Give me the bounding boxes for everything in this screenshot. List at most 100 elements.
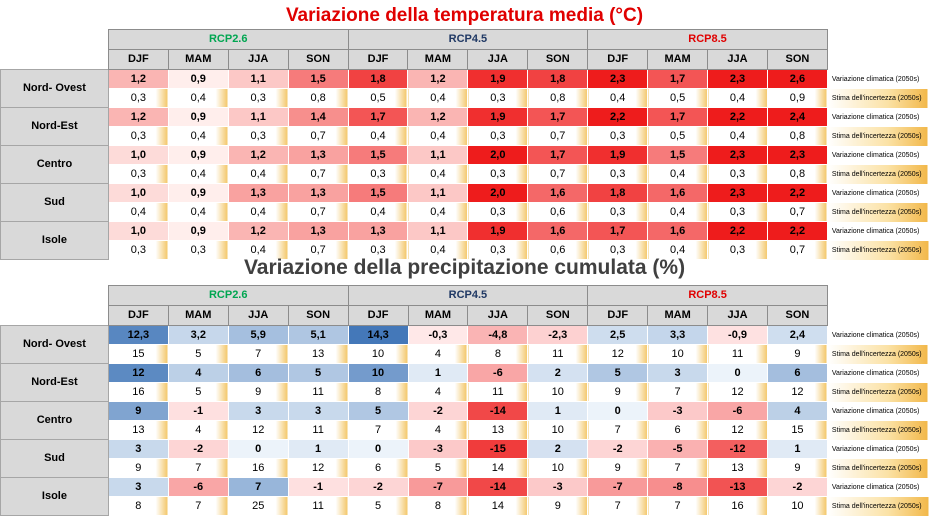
season-header: MAM <box>647 305 709 326</box>
uncertainty-value: 0,3 <box>707 202 768 222</box>
row-label-uncertainty: Stima dell'incertezza (2050s) <box>827 202 929 222</box>
change-value: 1,1 <box>407 145 469 165</box>
season-header: SON <box>287 305 349 326</box>
change-value: -15 <box>467 439 529 459</box>
change-value: 1,5 <box>347 145 409 165</box>
uncertainty-value: 5 <box>347 496 409 516</box>
uncertainty-value: 7 <box>647 496 709 516</box>
uncertainty-value: 5 <box>407 458 469 478</box>
change-value: 2,6 <box>766 69 828 89</box>
uncertainty-value: 0,7 <box>287 164 349 184</box>
change-value: 0,9 <box>167 145 229 165</box>
table-row: 0,3 0,4 0,3 0,8 0,5 0,4 0,3 0,8 0,4 0,5 0,4 0,9 Stim… <box>1 88 929 108</box>
change-value: 2,3 <box>707 145 768 165</box>
uncertainty-value: 0,3 <box>107 164 169 184</box>
uncertainty-value: 0,3 <box>587 164 649 184</box>
change-value: 2 <box>527 363 589 383</box>
change-value: -7 <box>587 477 649 497</box>
uncertainty-value: 0,7 <box>527 126 589 146</box>
uncertainty-value: 14 <box>467 458 529 478</box>
change-value: 5,1 <box>287 325 349 345</box>
row-label-change: Variazione climatica (2050s) <box>827 401 929 421</box>
change-value: 1,6 <box>647 221 709 241</box>
uncertainty-value: 0,4 <box>107 202 169 222</box>
change-value: 1,6 <box>527 221 589 241</box>
row-label-uncertainty: Stima dell'incertezza (2050s) <box>827 344 929 364</box>
uncertainty-value: 0,3 <box>467 164 529 184</box>
change-value: -2 <box>766 477 828 497</box>
change-value: 1,1 <box>227 69 289 89</box>
uncertainty-value: 6 <box>647 420 709 440</box>
uncertainty-value: 0,3 <box>707 240 768 260</box>
change-value: 0 <box>227 439 289 459</box>
row-label-uncertainty: Stima dell'incertezza (2050s) <box>827 240 929 260</box>
change-value: 1,6 <box>527 183 589 203</box>
change-value: 6 <box>227 363 289 383</box>
season-header: MAM <box>167 305 229 326</box>
change-value: 1,5 <box>347 183 409 203</box>
row-label-change: Variazione climatica (2050s) <box>827 363 929 383</box>
uncertainty-value: 10 <box>347 344 409 364</box>
region-label: Centro <box>0 145 109 184</box>
row-label-uncertainty: Stima dell'incertezza (2050s) <box>827 164 929 184</box>
region-label: Nord-Est <box>0 107 109 146</box>
change-value: -3 <box>407 439 469 459</box>
row-label-change: Variazione climatica (2050s) <box>827 439 929 459</box>
change-value: 5 <box>587 363 649 383</box>
table-row: Nord-Est 1,2 0,9 1,1 1,4 1,7 1,2 1,9 1,7 2,2 1,7 2,… <box>0 107 929 146</box>
change-value: 1,7 <box>647 107 709 127</box>
uncertainty-value: 8 <box>467 344 529 364</box>
change-value: 1,3 <box>347 221 409 241</box>
uncertainty-value: 0,8 <box>527 88 589 108</box>
uncertainty-value: 0,4 <box>227 164 289 184</box>
uncertainty-value: 0,4 <box>707 88 768 108</box>
uncertainty-value: 0,3 <box>467 88 529 108</box>
uncertainty-value: 10 <box>647 344 709 364</box>
season-header: SON <box>527 305 589 326</box>
change-value: -2 <box>347 477 409 497</box>
season-header: MAM <box>407 305 469 326</box>
row-label-change: Variazione climatica (2050s) <box>827 183 929 203</box>
change-value: -1 <box>287 477 349 497</box>
row-label-change: Variazione climatica (2050s) <box>827 145 929 165</box>
region-label: Isole <box>0 221 109 260</box>
uncertainty-value: 0,3 <box>347 164 409 184</box>
uncertainty-value: 10 <box>527 420 589 440</box>
change-value: 4 <box>167 363 229 383</box>
region-label: Nord-Est <box>0 363 109 402</box>
season-header: DJF <box>107 305 169 326</box>
region-label: Centro <box>0 401 109 440</box>
uncertainty-value: 0,8 <box>766 164 828 184</box>
table-row: 0,3 0,4 0,3 0,7 0,4 0,4 0,3 0,7 0,3 0,5 0,4 0,8 Stim… <box>1 126 929 146</box>
change-value: -7 <box>407 477 469 497</box>
uncertainty-value: 0,4 <box>227 202 289 222</box>
uncertainty-value: 0,4 <box>647 164 709 184</box>
uncertainty-value: 0,3 <box>107 240 169 260</box>
uncertainty-value: 0,4 <box>407 202 469 222</box>
uncertainty-value: 7 <box>167 496 229 516</box>
change-value: 3 <box>107 439 169 459</box>
uncertainty-value: 15 <box>766 420 828 440</box>
change-value: 1,0 <box>107 183 169 203</box>
uncertainty-value: 12 <box>707 420 768 440</box>
change-value: -2 <box>407 401 469 421</box>
uncertainty-value: 0,3 <box>107 88 169 108</box>
season-header: JJA <box>467 49 529 70</box>
change-value: 1,8 <box>347 69 409 89</box>
change-value: -2,3 <box>527 325 589 345</box>
change-value: -8 <box>647 477 709 497</box>
table-row: Centro 1,0 0,9 1,2 1,3 1,5 1,1 2,0 1,7 1,9 1,5 2,3 2… <box>0 145 929 184</box>
change-value: 1,0 <box>107 145 169 165</box>
change-value: 2,3 <box>707 69 768 89</box>
change-value: 0,9 <box>167 107 229 127</box>
row-label-uncertainty: Stima dell'incertezza (2050s) <box>827 126 929 146</box>
uncertainty-value: 0,4 <box>407 88 469 108</box>
uncertainty-value: 16 <box>107 382 169 402</box>
table-row: Nord- Ovest 1,2 0,9 1,1 1,5 1,8 1,2 1,9 1,8 2,3 1,… <box>0 69 929 108</box>
change-value: -6 <box>467 363 529 383</box>
change-value: 1,7 <box>347 107 409 127</box>
table-row: Nord-Est 12 4 6 5 10 1 -6 2 5 3 0 6 Variazione climat… <box>0 363 929 402</box>
row-label-uncertainty: Stima dell'incertezza (2050s) <box>827 382 929 402</box>
uncertainty-value: 12 <box>766 382 828 402</box>
uncertainty-value: 4 <box>407 420 469 440</box>
